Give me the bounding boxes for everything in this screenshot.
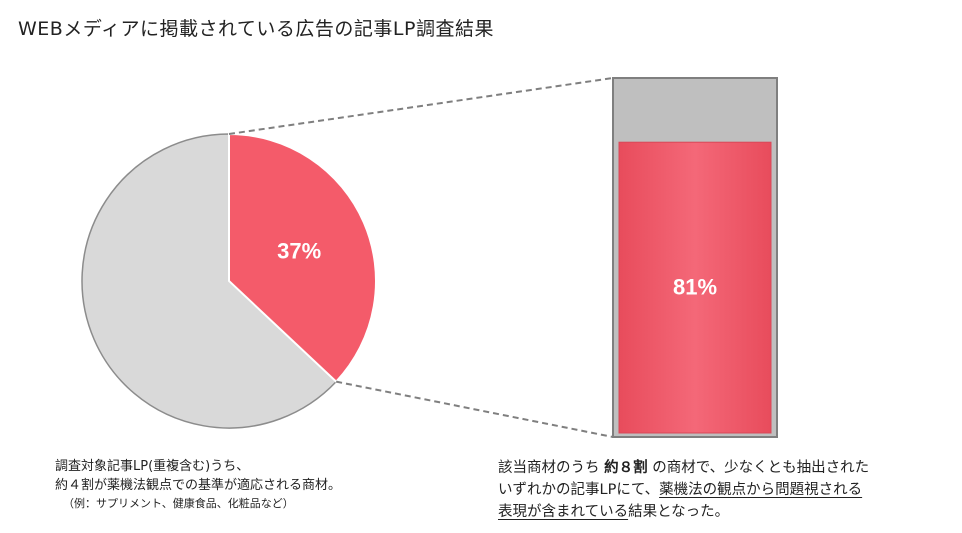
bar-segment <box>618 141 772 434</box>
left-note-line3: （例：サプリメント、健康食品、化粧品など） <box>63 497 294 510</box>
right-note-bold: 約８割 <box>604 460 648 476</box>
left-note-line1: 調査対象記事LP(重複含む)うち、 <box>55 459 250 474</box>
right-note-line2: いずれかの記事LPにて、薬機法の観点から問題視される <box>498 479 869 501</box>
connector-bottom <box>335 380 614 438</box>
right-note-text: 該当商材のうち <box>498 460 605 476</box>
page-title: WEBメディアに掲載されている広告の記事LP調査結果 <box>18 18 494 40</box>
left-note-line2: 約４割が薬機法観点での基準が適応される商材。 <box>55 478 342 493</box>
right-note-underline: 表現が含まれている <box>498 504 629 520</box>
right-note-line1: 該当商材のうち 約８割 の商材で、少なくとも抽出された <box>498 457 869 479</box>
pie-chart: 37% <box>81 132 377 429</box>
connector-lines <box>228 77 614 438</box>
right-note: 該当商材のうち 約８割 の商材で、少なくとも抽出された いずれかの記事LPにて、… <box>498 457 869 523</box>
right-note-text: いずれかの記事LPにて、 <box>498 482 660 498</box>
right-note-text: 結果となった。 <box>628 504 730 520</box>
left-note: 調査対象記事LP(重複含む)うち、 約４割が薬機法観点での基準が適応される商材。… <box>55 457 341 512</box>
stacked-bar: 81% <box>612 77 778 438</box>
right-note-text: の商材で、少なくとも抽出された <box>647 460 870 476</box>
pie-slice-0 <box>228 132 377 384</box>
bar-label: 81% <box>673 275 717 300</box>
connector-top <box>228 77 614 135</box>
right-note-line3: 表現が含まれている結果となった。 <box>498 501 869 523</box>
pie-slice-label: 37% <box>277 239 321 264</box>
right-note-underline: 薬機法の観点から問題視される <box>659 482 863 498</box>
pie-slice-1 <box>81 133 338 429</box>
